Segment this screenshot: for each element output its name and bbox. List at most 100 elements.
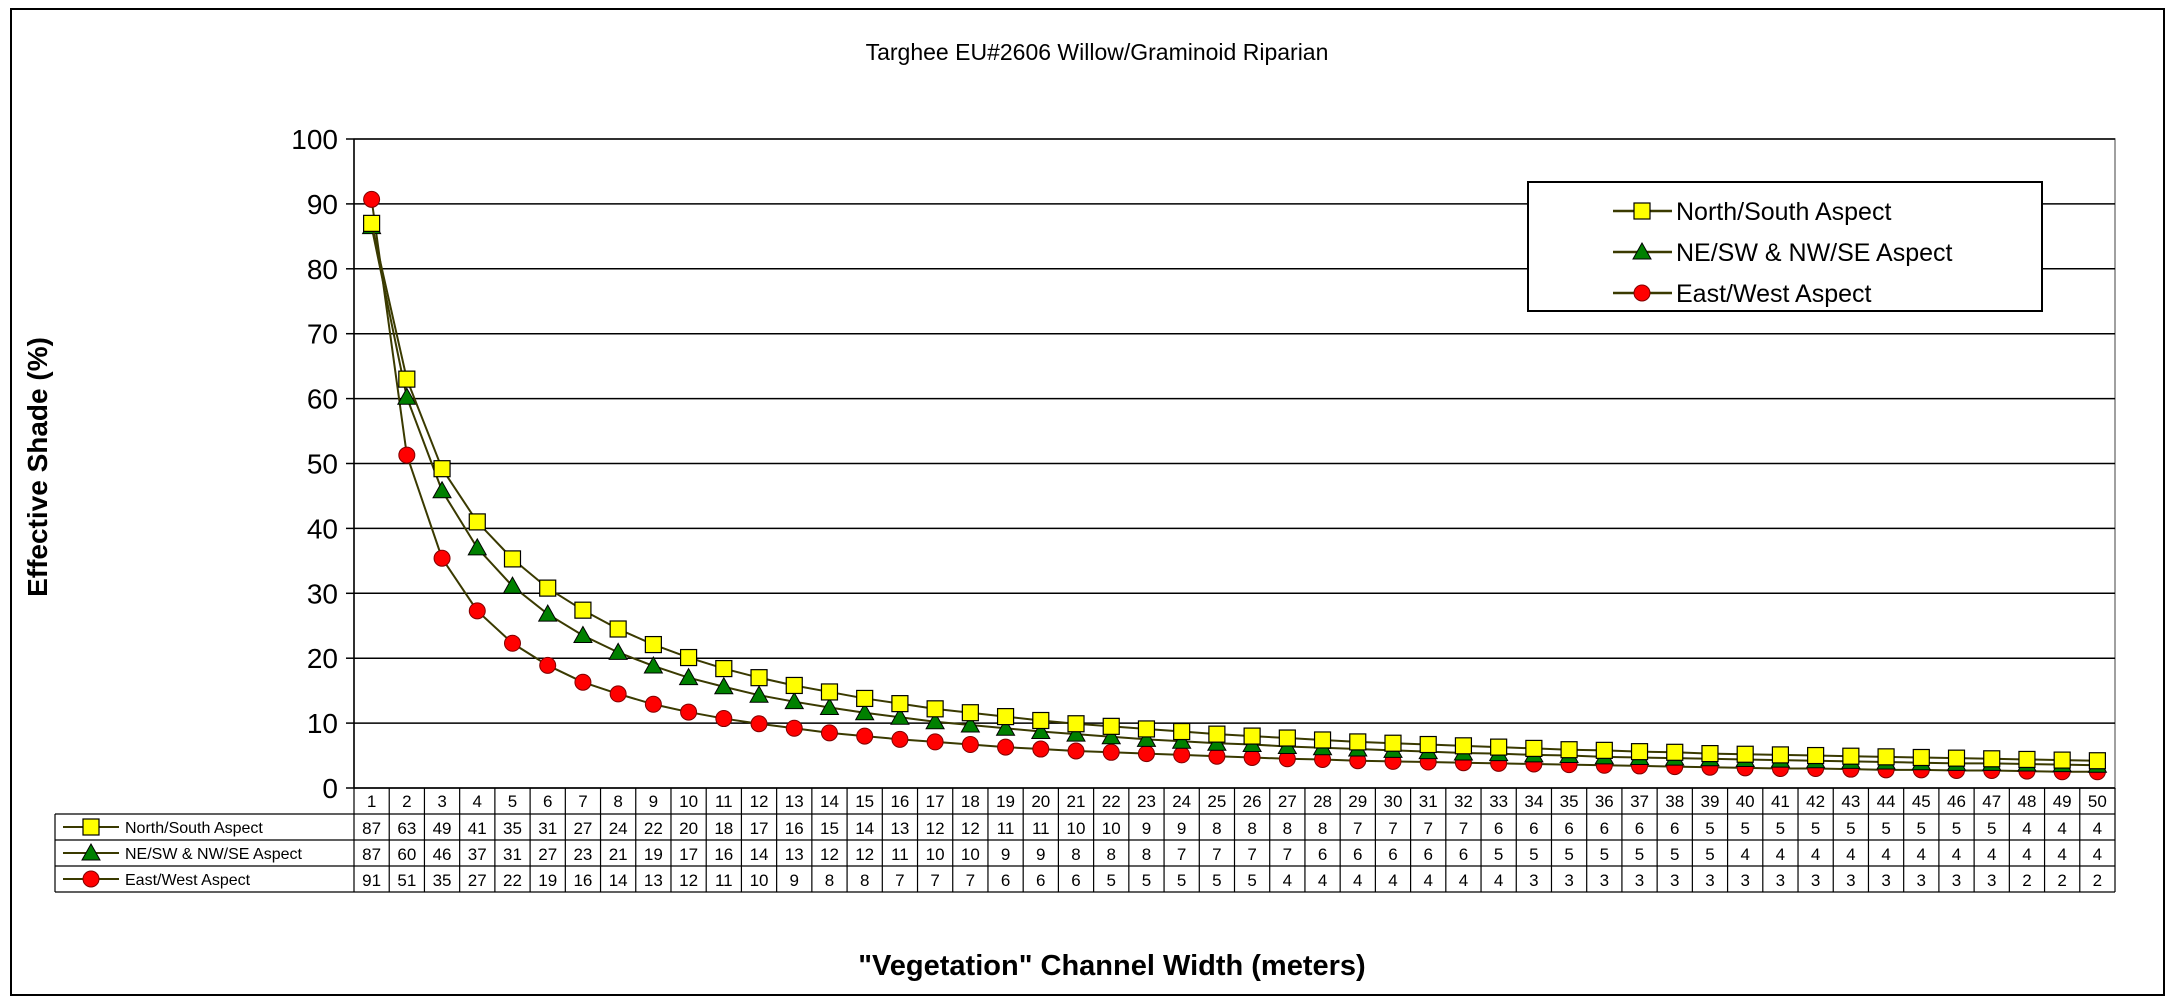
data-point — [363, 190, 381, 208]
data-point — [715, 659, 733, 678]
table-cell: 3 — [1635, 871, 1644, 890]
data-point — [1030, 721, 1051, 740]
x-tick-label: 10 — [679, 792, 698, 811]
data-point — [1947, 749, 1966, 767]
x-tick-label: 19 — [996, 792, 1015, 811]
table-cell: 11 — [891, 845, 909, 864]
x-tick-label: 15 — [855, 792, 874, 811]
data-point — [2053, 751, 2071, 769]
table-cell: 12 — [961, 819, 980, 838]
table-cell: 6 — [1600, 819, 1609, 838]
legend-key-marker — [82, 818, 100, 836]
table-cell: 2 — [2093, 871, 2102, 890]
x-tick-label: 6 — [543, 792, 552, 811]
x-tick-label: 40 — [1736, 792, 1755, 811]
x-tick-label: 23 — [1137, 792, 1156, 811]
x-tick-label: 46 — [1947, 792, 1966, 811]
table-cell: 5 — [1846, 819, 1855, 838]
table-cell: 10 — [1102, 819, 1121, 838]
x-tick-label: 28 — [1313, 792, 1332, 811]
table-cell: 12 — [855, 845, 874, 864]
data-point — [1912, 748, 1930, 767]
y-tick-labels: 0 10 20 30 40 50 60 70 80 90 100 — [291, 124, 338, 804]
table-cell: 5 — [1529, 845, 1538, 864]
data-point — [925, 711, 945, 730]
table-cell: 8 — [1283, 819, 1292, 838]
table-cell: 16 — [785, 819, 804, 838]
table-cell: 5 — [1494, 845, 1503, 864]
data-point — [643, 655, 664, 674]
table-cell: 5 — [1106, 871, 1115, 890]
x-tick-label: 1 — [367, 792, 376, 811]
x-tick-label: 37 — [1630, 792, 1649, 811]
table-cell: 11 — [1032, 819, 1050, 838]
table-legend-key — [63, 818, 119, 836]
x-tick-label: 29 — [1348, 792, 1367, 811]
table-cell: 4 — [2057, 819, 2066, 838]
x-tick-label: 38 — [1665, 792, 1684, 811]
table-cell: 5 — [1705, 819, 1714, 838]
data-point — [1525, 739, 1543, 758]
data-point — [750, 669, 768, 687]
table-cell: 6 — [1459, 845, 1468, 864]
data-point — [1243, 727, 1261, 745]
data-point — [890, 707, 910, 725]
table-cell: 8 — [1212, 819, 1221, 838]
data-point — [1490, 738, 1508, 756]
table-cell: 31 — [538, 819, 557, 838]
table-cell: 19 — [644, 845, 663, 864]
table-cell: 4 — [1318, 871, 1327, 890]
table-cell: 5 — [1212, 871, 1221, 890]
x-tick-label: 17 — [926, 792, 945, 811]
table-cell: 3 — [1846, 871, 1855, 890]
table-cell: 3 — [1740, 871, 1749, 890]
table-cell: 4 — [1776, 845, 1785, 864]
table-cell: 7 — [1283, 845, 1292, 864]
table-cell: 35 — [433, 871, 452, 890]
table-cell: 9 — [1001, 845, 1010, 864]
table-cell: 7 — [1423, 819, 1432, 838]
x-tick-label: 49 — [2053, 792, 2072, 811]
x-tick-label: 42 — [1806, 792, 1825, 811]
x-tick-label: 24 — [1172, 792, 1191, 811]
table-cell: 22 — [644, 819, 663, 838]
table-cell: 7 — [1353, 819, 1362, 838]
table-cell: 8 — [1071, 845, 1080, 864]
x-tick-label: 8 — [613, 792, 622, 811]
table-cell: 6 — [1353, 845, 1362, 864]
data-point — [644, 635, 662, 654]
x-tick-label: 27 — [1278, 792, 1297, 811]
data-point — [1066, 724, 1086, 742]
table-row-label: North/South Aspect — [125, 820, 263, 837]
legend-entry: North/South Aspect — [1613, 198, 1891, 226]
data-point — [961, 736, 979, 754]
table-cell: 12 — [926, 819, 945, 838]
effective-shade-chart: Targhee EU#2606 Willow/Graminoid Riparia… — [22, 39, 2116, 982]
data-point — [433, 549, 451, 567]
table-cell: 6 — [1670, 819, 1679, 838]
data-point — [468, 602, 486, 620]
data-point — [1032, 740, 1050, 758]
data-point — [820, 683, 839, 701]
data-point — [995, 718, 1016, 736]
table-cell: 8 — [1247, 819, 1256, 838]
chart-title: Targhee EU#2606 Willow/Graminoid Riparia… — [866, 39, 1329, 65]
table-cell: 49 — [433, 819, 452, 838]
table-cell: 2 — [2022, 871, 2031, 890]
data-point — [713, 676, 734, 695]
table-cell: 7 — [1247, 845, 1256, 864]
table-cell: 4 — [1987, 845, 1996, 864]
x-tick-label: 36 — [1595, 792, 1614, 811]
table-cell: 24 — [609, 819, 628, 838]
data-point — [1349, 733, 1367, 751]
table-cell: 7 — [1459, 819, 1468, 838]
data-point — [537, 604, 558, 622]
data-point — [1454, 737, 1473, 755]
table-cell: 35 — [503, 819, 522, 838]
data-point — [644, 695, 662, 713]
table-cell: 6 — [1635, 819, 1644, 838]
table-cell: 8 — [825, 871, 834, 890]
table-cell: 4 — [1388, 871, 1397, 890]
data-point — [1101, 726, 1122, 745]
table-cell: 19 — [538, 871, 557, 890]
